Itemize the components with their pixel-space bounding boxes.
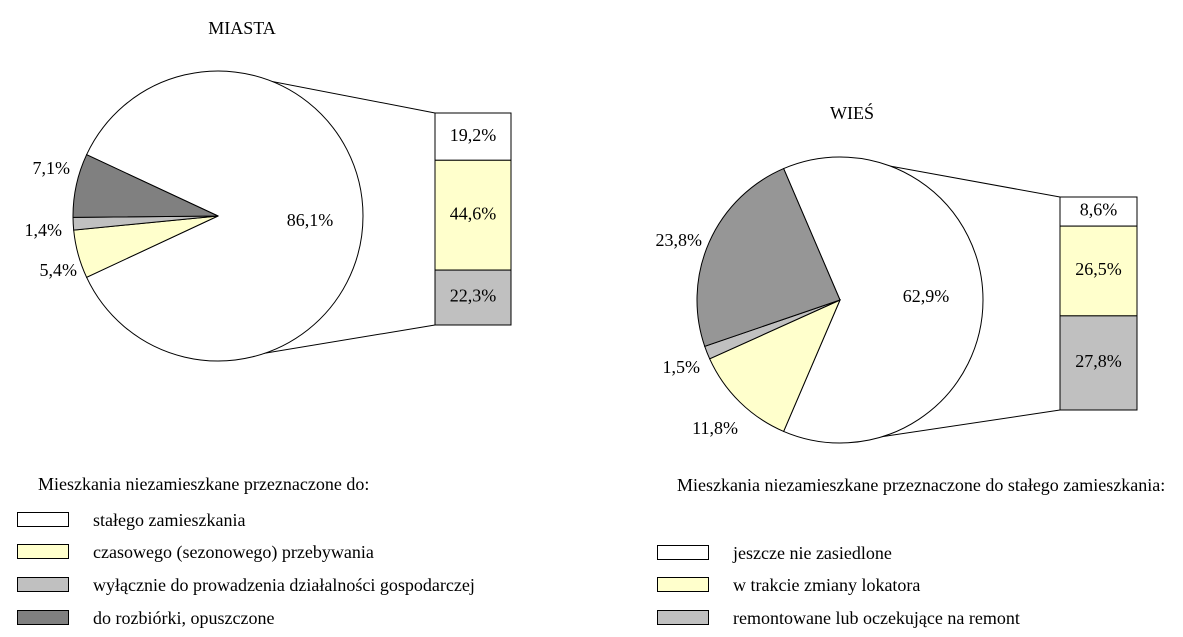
legend-title: Mieszkania niezamieszkane przeznaczone d… — [677, 475, 1166, 495]
chart-title: MIASTA — [208, 18, 276, 38]
pie-slice — [782, 156, 984, 444]
pie-slice — [709, 299, 841, 433]
legend-swatch — [657, 610, 709, 625]
legend-swatch — [657, 577, 709, 592]
legend-swatch — [17, 577, 69, 592]
data-label: 44,6% — [450, 203, 497, 223]
pie-slice — [85, 70, 364, 362]
legend-label: czasowego (sezonowego) przebywania — [93, 542, 374, 562]
data-label: 23,8% — [656, 230, 703, 250]
data-label: 62,9% — [903, 286, 950, 306]
pie-slice — [696, 167, 841, 347]
bar-segment — [1059, 196, 1138, 227]
bar-segment — [434, 112, 512, 161]
pie-slice — [72, 154, 219, 218]
legend-label: w trakcie zmiany lokatora — [733, 575, 921, 595]
legend-label: remontowane lub oczekujące na remont — [733, 608, 1020, 628]
data-label: 11,8% — [692, 418, 738, 438]
legend-label: stałego zamieszkania — [93, 510, 246, 530]
data-label: 7,1% — [33, 158, 71, 178]
legend-swatch — [657, 545, 709, 560]
data-label: 5,4% — [40, 260, 78, 280]
data-label: 26,5% — [1075, 259, 1122, 279]
legend-label: wyłącznie do prowadzenia działalności go… — [93, 575, 475, 595]
legend-swatch — [17, 512, 69, 527]
bar-segment — [1059, 315, 1138, 411]
data-label: 1,4% — [25, 220, 63, 240]
data-label: 86,1% — [287, 210, 334, 230]
data-label: 27,8% — [1075, 351, 1122, 371]
legend-swatch — [17, 544, 69, 559]
legend-label: jeszcze nie zasiedlone — [733, 543, 892, 563]
chart-title: WIEŚ — [830, 102, 874, 123]
legend-label: do rozbiórki, opuszczone — [93, 608, 275, 628]
data-label: 19,2% — [450, 125, 497, 145]
data-label: 8,6% — [1080, 200, 1118, 220]
data-label: 1,5% — [663, 357, 701, 377]
legend-title: Mieszkania niezamieszkane przeznaczone d… — [38, 474, 370, 494]
bar-segment — [434, 269, 512, 326]
legend-swatch — [17, 610, 69, 625]
bar-segment — [1059, 225, 1138, 317]
data-label: 22,3% — [450, 286, 497, 306]
